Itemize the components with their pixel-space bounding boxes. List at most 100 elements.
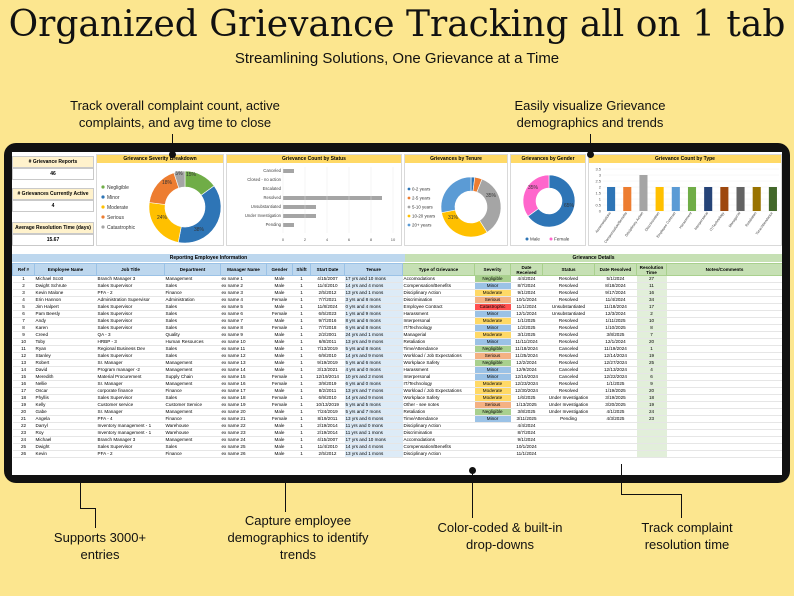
table-cell[interactable]: Resolved — [542, 380, 595, 388]
table-cell[interactable]: 1 — [292, 443, 311, 451]
table-cell[interactable]: 1 yrs and 9 mons — [344, 310, 403, 318]
donut-slice-catastrophic[interactable] — [173, 170, 186, 189]
table-cell[interactable]: Management — [164, 380, 221, 388]
table-cell[interactable] — [666, 429, 782, 437]
table-cell[interactable]: 1/1/2025 — [510, 317, 543, 325]
table-cell[interactable]: Workload / Job Expectations — [402, 387, 475, 395]
table-cell[interactable]: Finance — [164, 289, 221, 297]
table-cell[interactable]: Male — [266, 317, 293, 325]
table-cell[interactable]: Negligible — [474, 359, 511, 367]
table-cell[interactable] — [474, 450, 511, 458]
table-cell[interactable]: 1/19/2025 — [594, 387, 637, 395]
table-cell[interactable]: Male — [266, 282, 293, 290]
table-cell[interactable]: Inventory management - 1 — [96, 429, 165, 437]
table-cell[interactable]: 11 — [636, 282, 667, 290]
table-cell[interactable]: corporate finance — [96, 387, 165, 395]
table-cell[interactable] — [594, 429, 637, 437]
table-cell[interactable]: Workplace Safety — [402, 359, 475, 367]
table-cell[interactable]: Pending — [542, 415, 595, 423]
table-cell[interactable]: Male — [266, 436, 293, 444]
table-cell[interactable]: 11/25/2024 — [510, 352, 543, 360]
table-cell[interactable]: 8/19/2011 — [310, 415, 345, 423]
table-cell[interactable]: Moderate — [474, 331, 511, 339]
table-cell[interactable]: 11/1/2024 — [510, 450, 543, 458]
table-cell[interactable]: 20 — [636, 387, 667, 395]
table-cell[interactable]: 1/13/2025 — [510, 401, 543, 409]
column-header[interactable]: Date Resolved — [594, 263, 637, 276]
table-cell[interactable]: 17 yrs and 10 mons — [344, 275, 403, 283]
table-cell[interactable]: Male — [266, 443, 293, 451]
table-cell[interactable]: 4/1/2025 — [594, 408, 637, 416]
table-cell[interactable]: Discrimination — [402, 429, 475, 437]
table-cell[interactable]: 2 — [636, 310, 667, 318]
table-cell[interactable]: Management — [164, 436, 221, 444]
table-cell[interactable]: Male — [266, 331, 293, 339]
table-cell[interactable]: Sales — [164, 345, 221, 353]
table-cell[interactable]: 1/10/2025 — [594, 324, 637, 332]
table-cell[interactable]: Customer service — [96, 401, 165, 409]
table-cell[interactable]: Harassment — [402, 366, 475, 374]
table-cell[interactable]: 13 yrs and 6 mons — [344, 415, 403, 423]
table-cell[interactable]: Female — [266, 401, 293, 409]
table-row[interactable]: 24 Michael Branch Manager 3 Management ex na… — [12, 436, 782, 444]
table-cell[interactable]: 1 — [292, 415, 311, 423]
table-cell[interactable]: ex name 16 — [220, 380, 267, 388]
table-cell[interactable]: Resolved — [542, 317, 595, 325]
table-cell[interactable]: 4/15/2007 — [310, 275, 345, 283]
table-cell[interactable]: 1 — [292, 282, 311, 290]
table-cell[interactable]: Pam Beesly — [34, 310, 97, 318]
table-cell[interactable]: 5/1/2024 — [594, 275, 637, 283]
table-cell[interactable]: 12/23/2024 — [510, 380, 543, 388]
table-cell[interactable]: ex name 19 — [220, 401, 267, 409]
table-cell[interactable]: ex name 10 — [220, 338, 267, 346]
table-cell[interactable]: Sales Supervisor — [96, 394, 165, 402]
type-bar-time-attendance[interactable] — [768, 187, 777, 211]
table-cell[interactable]: 6 — [636, 373, 667, 381]
table-cell[interactable]: ex name 13 — [220, 359, 267, 367]
table-cell[interactable]: Disciplinary Action — [402, 422, 475, 430]
table-cell[interactable]: Canceled — [542, 366, 595, 374]
table-cell[interactable] — [666, 289, 782, 297]
table-row[interactable]: 18 Phyllis Sales Supervisor Sales ex name 18… — [12, 394, 782, 402]
table-cell[interactable]: Andy — [34, 317, 97, 325]
table-cell[interactable]: 14 yrs and 9 mons — [344, 394, 403, 402]
table-row[interactable]: 8 Karen Sales Supervisor Sales ex name 8 Fema… — [12, 324, 782, 332]
table-cell[interactable]: 7/24/2019 — [310, 408, 345, 416]
table-cell[interactable]: Darryl — [34, 422, 97, 430]
column-header[interactable]: Status — [542, 263, 595, 276]
table-cell[interactable]: Resolved — [542, 359, 595, 367]
table-cell[interactable]: 12/1/2024 — [510, 310, 543, 318]
table-cell[interactable] — [666, 338, 782, 346]
table-cell[interactable]: Sales — [164, 324, 221, 332]
table-cell[interactable]: 1 — [292, 436, 311, 444]
table-cell[interactable]: Male — [266, 275, 293, 283]
table-cell[interactable]: Retaliation — [402, 408, 475, 416]
table-cell[interactable]: 21 — [12, 415, 35, 423]
table-cell[interactable]: Sales Supervisor — [96, 352, 165, 360]
table-cell[interactable]: 24 — [12, 436, 35, 444]
table-cell[interactable] — [636, 436, 667, 444]
table-row[interactable]: 23 Roy Inventory management - 1 Warehouse ex… — [12, 429, 782, 437]
table-cell[interactable]: Sales Supervisor — [96, 310, 165, 318]
table-cell[interactable] — [666, 436, 782, 444]
table-cell[interactable]: 9/19/2019 — [310, 359, 345, 367]
table-cell[interactable]: 5 yrs and 5 mons — [344, 401, 403, 409]
table-cell[interactable]: Time/Attendance — [402, 345, 475, 353]
table-cell[interactable]: 12/14/2024 — [594, 352, 637, 360]
table-cell[interactable]: Female — [266, 394, 293, 402]
table-cell[interactable]: Negligible — [474, 408, 511, 416]
table-cell[interactable]: ex name 7 — [220, 317, 267, 325]
table-cell[interactable]: 6/9/2010 — [310, 352, 345, 360]
table-cell[interactable]: Kelly — [34, 401, 97, 409]
table-cell[interactable]: ex name 12 — [220, 352, 267, 360]
table-cell[interactable]: Moderate — [474, 289, 511, 297]
table-cell[interactable]: 10 yrs and 2 mons — [344, 373, 403, 381]
column-header[interactable]: Shift — [292, 263, 311, 276]
table-cell[interactable]: Jim Halpert — [34, 303, 97, 311]
table-cell[interactable]: 7/13/2019 — [310, 345, 345, 353]
table-cell[interactable] — [666, 296, 782, 304]
table-cell[interactable]: HRBP - 3 — [96, 338, 165, 346]
status-bar-resolved[interactable] — [283, 196, 382, 200]
table-cell[interactable]: Resolved — [542, 331, 595, 339]
table-cell[interactable]: Male — [266, 338, 293, 346]
